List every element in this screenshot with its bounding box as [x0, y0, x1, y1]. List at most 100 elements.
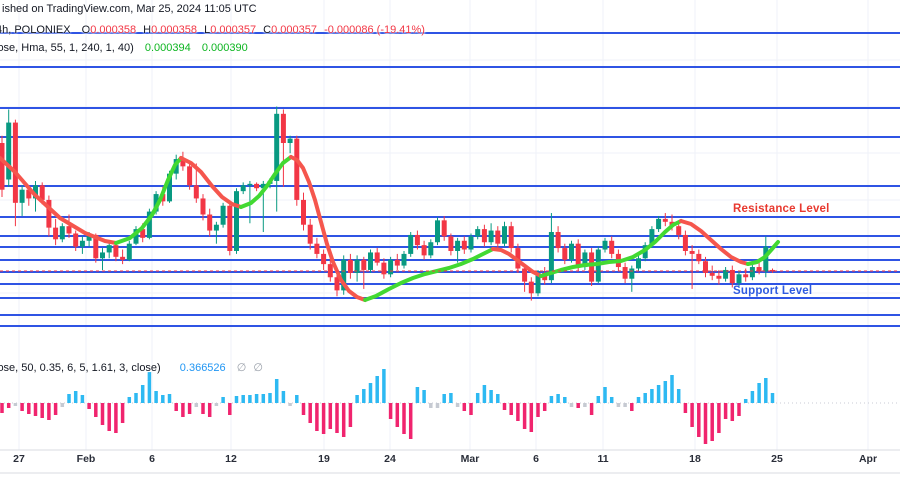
oscillator-bar [516, 403, 520, 421]
oscillator-bar [462, 403, 467, 411]
low-label: L [204, 24, 211, 36]
candle-down [696, 253, 702, 262]
close-value: 0.000357 [271, 24, 317, 36]
candle-down [93, 234, 99, 259]
support-level-label[interactable]: Support Level [733, 285, 813, 297]
x-axis-label: 18 [689, 453, 701, 465]
oscillator-bar [522, 403, 527, 429]
candle-down [254, 183, 260, 189]
oscillator-bar [429, 403, 433, 408]
hma-segment-down [0, 156, 118, 245]
oscillator-bar [509, 403, 513, 415]
candle-down [709, 272, 715, 276]
pane-separators [0, 449, 900, 474]
candle-down [12, 122, 18, 203]
candle-down [193, 185, 199, 199]
candle-down [321, 253, 327, 265]
oscillator-bar [321, 403, 326, 434]
candle-up [146, 211, 152, 238]
candle-up [167, 173, 172, 202]
oscillator-bar [234, 396, 239, 403]
oscillator-bar [120, 403, 125, 423]
candle-up [468, 236, 474, 250]
oscillator-bar [697, 403, 701, 437]
oscillator-bar [723, 403, 728, 419]
candle-down [381, 262, 387, 275]
candle-up [213, 224, 219, 231]
candle-down [716, 275, 722, 279]
candle-up [247, 183, 253, 186]
oscillator-bar [764, 378, 768, 403]
candle-down [562, 248, 568, 260]
resistance-level-label[interactable]: Resistance Level [733, 203, 830, 215]
oscillator-bar [53, 403, 58, 415]
candle-up [126, 243, 132, 260]
oscillator-bar [469, 403, 473, 415]
support-resistance-level-lines[interactable] [0, 32, 900, 327]
hma-segment-down [491, 247, 543, 278]
oscillator-bar [750, 391, 755, 403]
symbol-ohlc-row: 4h, POLONIEX O0.000358 H0.000358 L0.0003… [0, 24, 640, 36]
oscillator-bar [388, 403, 393, 419]
oscillator-bar [382, 369, 386, 403]
oscillator-bar [422, 390, 426, 403]
oscillator-bar [656, 385, 661, 403]
candle-up [428, 242, 434, 256]
symbol-title[interactable]: 4h, POLONIEX [0, 24, 71, 36]
oscillator-bar [40, 403, 44, 418]
oscillator-bar [563, 397, 567, 403]
x-axis-label: 6 [149, 453, 155, 465]
candle-up [488, 230, 494, 243]
oscillator-bar [623, 403, 627, 407]
oscillator-bar [114, 403, 118, 433]
oscillator-bar [757, 383, 761, 403]
candle-up [240, 185, 246, 192]
candle-down [0, 143, 5, 190]
candle-up [736, 274, 742, 284]
oscillator-bar [435, 403, 440, 408]
x-axis-label: 19 [318, 453, 330, 465]
oscillator-bar [87, 403, 91, 409]
hma-settings[interactable]: lose, Hma, 55, 1, 240, 1, 40) [0, 42, 134, 54]
oscillator-bar [576, 403, 580, 408]
oscillator-settings[interactable]: lose, 50, 0.35, 6, 5, 1.61, 3, close) [0, 362, 161, 374]
hma-segment-up [114, 156, 183, 245]
oscillator-bar [375, 376, 379, 403]
time-axis[interactable]: 27 Feb 6 12 19 24 Mar 6 11 18 25 Apr [0, 453, 900, 471]
oscillator-bar [221, 397, 225, 403]
low-value: 0.000357 [210, 24, 257, 36]
x-axis-label: 25 [771, 453, 783, 465]
candle-up [649, 229, 655, 246]
candle-up [535, 272, 541, 294]
oscillator-bar [341, 403, 346, 437]
candle-down [207, 214, 213, 231]
candle-up [341, 259, 347, 291]
candle-down [682, 234, 688, 251]
candle-up [629, 268, 635, 279]
oscillator-bar [33, 403, 38, 416]
oscillator-bar [408, 403, 413, 439]
empty-set-icon: ∅ [236, 362, 247, 374]
candle-up [401, 253, 407, 266]
oscillator-bar [13, 403, 18, 406]
oscillator-bar [596, 396, 601, 403]
oscillator-bar [134, 393, 138, 403]
candle-up [656, 218, 662, 230]
oscillator-value: 0.366526 [179, 362, 226, 374]
candle-up [388, 259, 394, 275]
candle-up [86, 234, 92, 241]
candle-up [234, 191, 239, 251]
oscillator-bar [482, 385, 487, 403]
candle-up [106, 245, 112, 253]
candle-down [508, 226, 514, 249]
x-axis-label: Feb [76, 453, 96, 465]
oscillator-bar [147, 372, 152, 403]
oscillator-bar [496, 394, 500, 403]
oscillator-bar [94, 403, 98, 417]
chart-legend: ished on TradingView.com, Mar 25, 2024 1… [0, 0, 640, 54]
candle-up [602, 240, 608, 250]
candle-up [435, 220, 440, 243]
candle-up [569, 243, 574, 260]
empty-set-icon: ∅ [253, 362, 263, 374]
